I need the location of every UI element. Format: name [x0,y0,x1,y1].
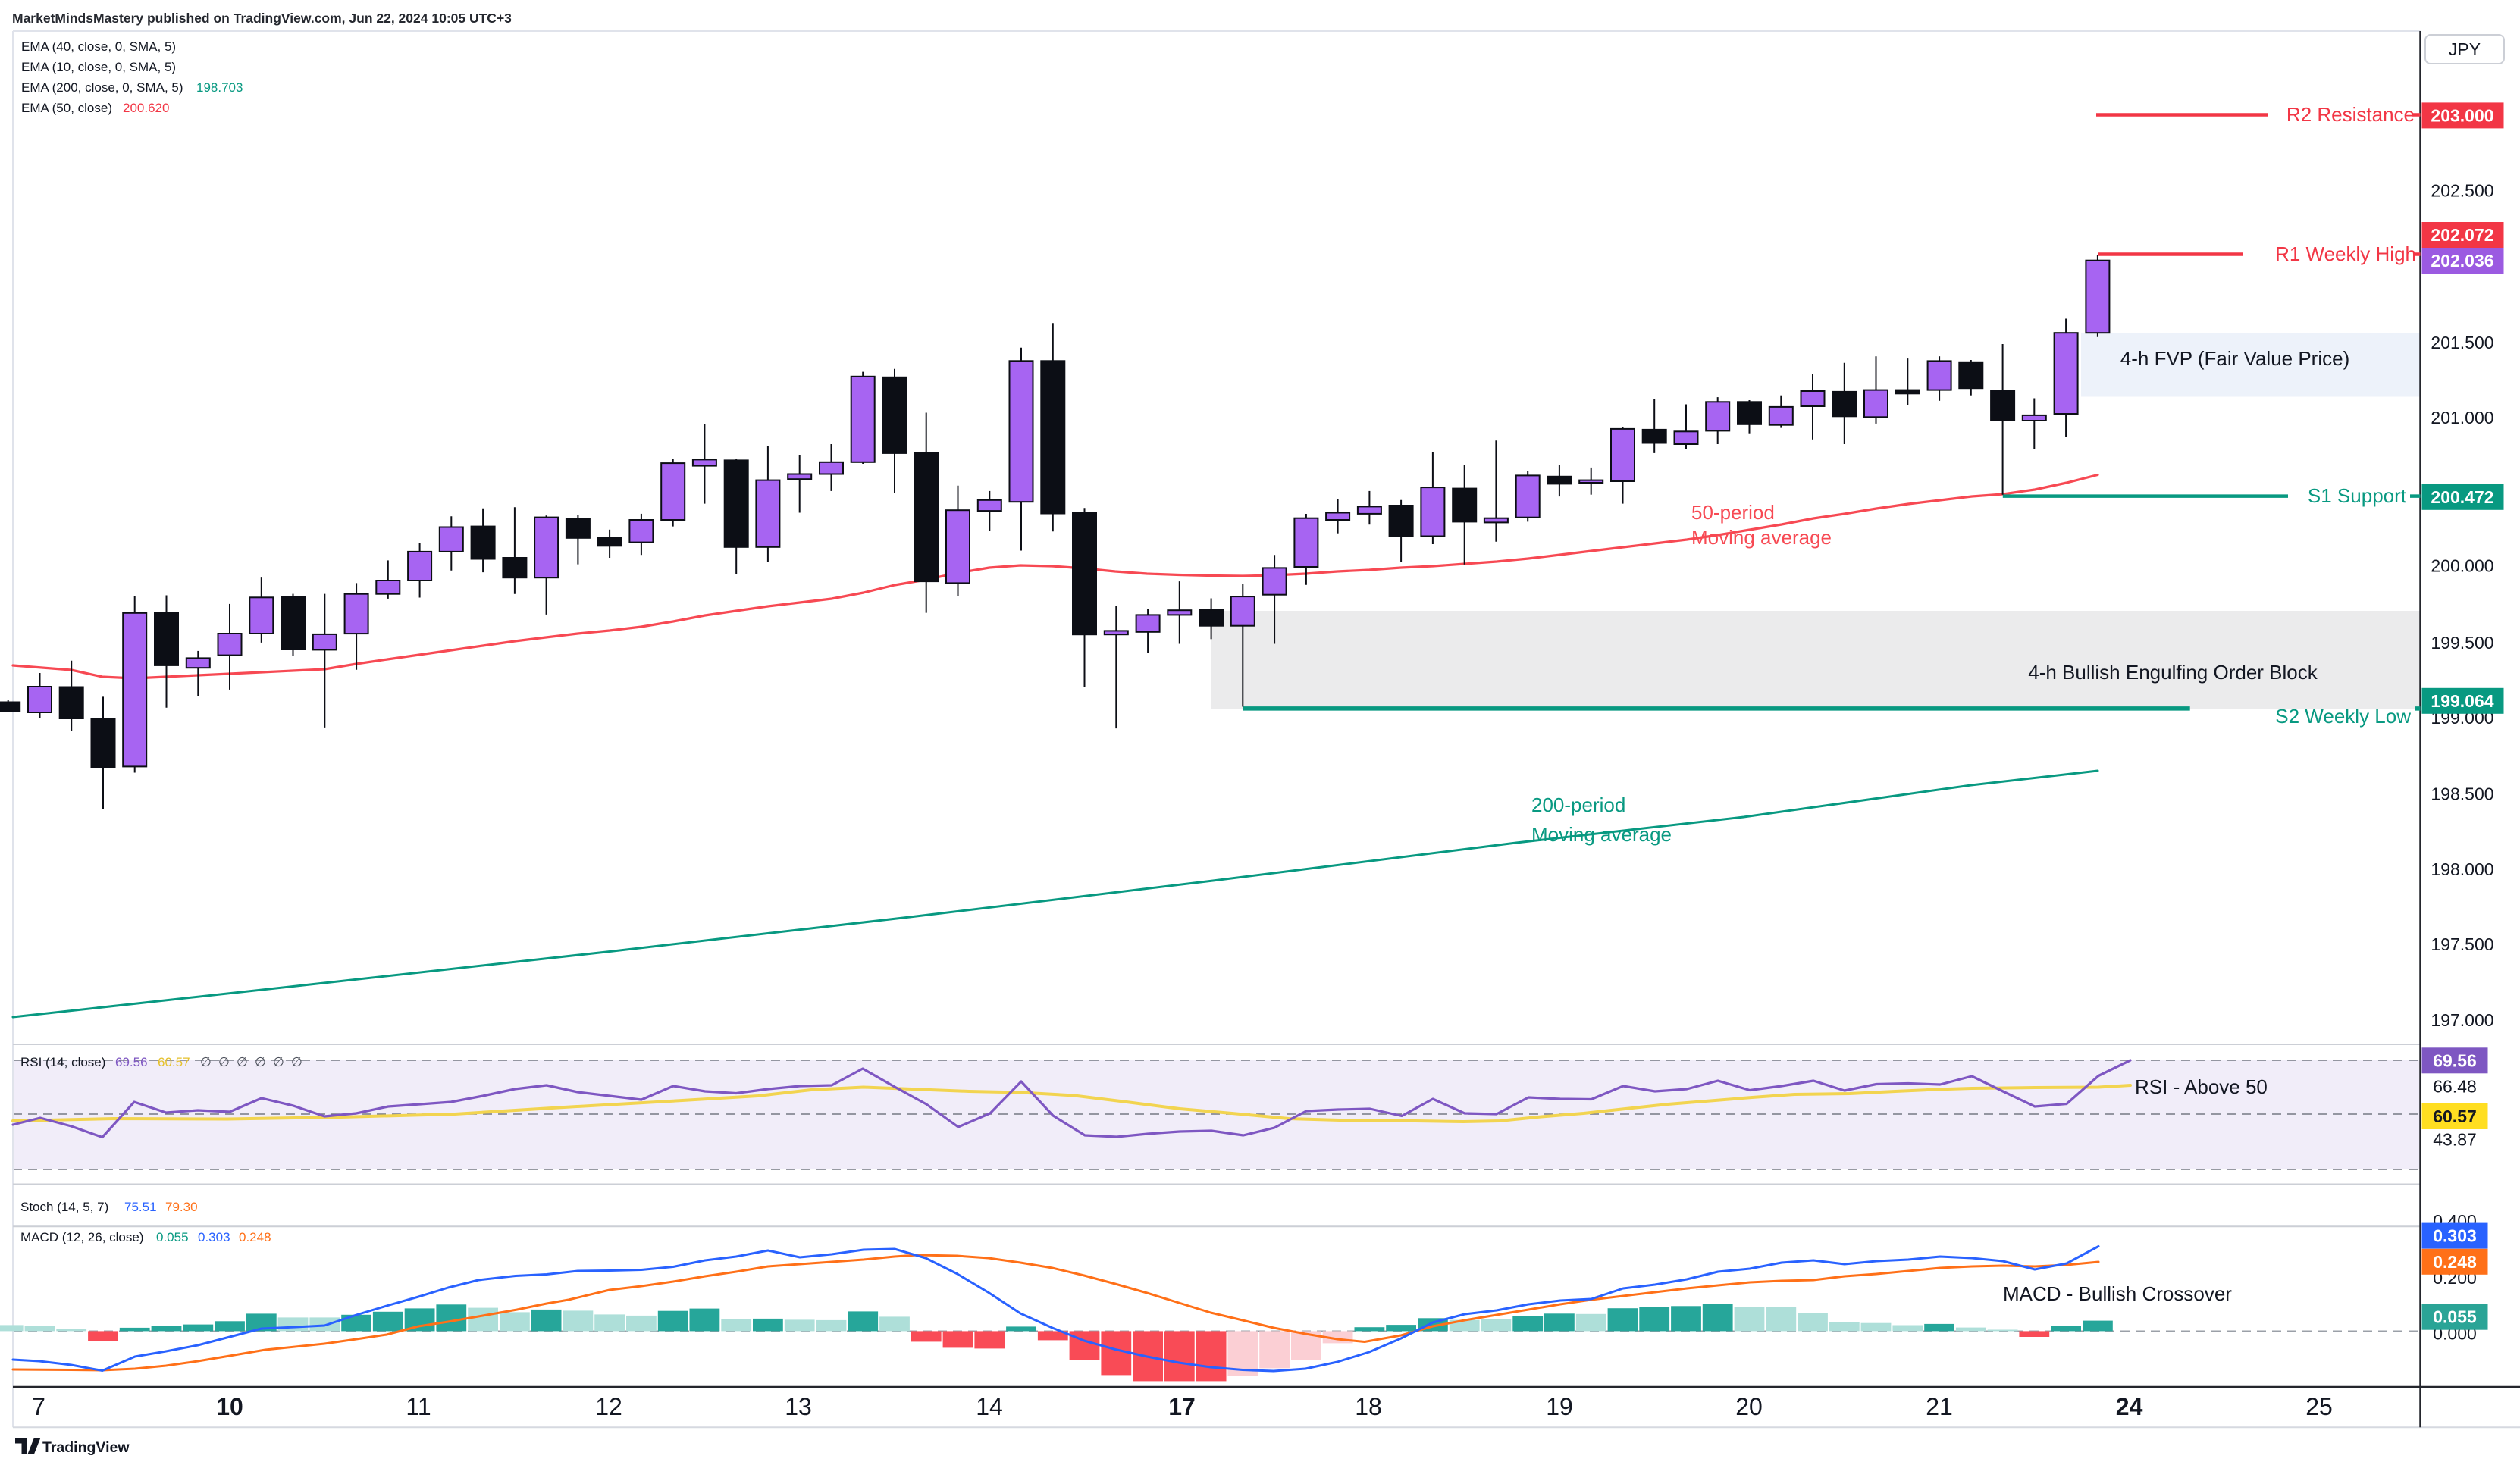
svg-text:202.072: 202.072 [2431,225,2493,245]
svg-text:18: 18 [1355,1393,1382,1420]
svg-text:MarketMindsMastery published o: MarketMindsMastery published on TradingV… [12,11,512,26]
svg-text:197.500: 197.500 [2431,934,2493,954]
svg-text:197.000: 197.000 [2431,1010,2493,1030]
svg-text:13: 13 [785,1393,812,1420]
svg-text:69.56: 69.56 [115,1055,148,1069]
svg-text:EMA (200, close, 0, SMA, 5): EMA (200, close, 0, SMA, 5) [21,80,183,95]
svg-text:JPY: JPY [2449,39,2481,59]
svg-text:MACD (12, 26, close): MACD (12, 26, close) [20,1230,144,1244]
svg-text:200.472: 200.472 [2431,487,2493,507]
svg-text:S1 Support: S1 Support [2308,484,2407,507]
svg-text:MACD - Bullish Crossover: MACD - Bullish Crossover [2003,1282,2232,1305]
svg-text:200.000: 200.000 [2431,556,2493,576]
svg-text:200-period: 200-period [1531,793,1625,816]
svg-text:0.055: 0.055 [156,1230,189,1244]
svg-text:20: 20 [1735,1393,1763,1420]
svg-text:∅: ∅ [218,1055,230,1069]
svg-text:43.87: 43.87 [2433,1129,2477,1149]
svg-text:RSI (14, close): RSI (14, close) [20,1055,105,1069]
svg-text:60.57: 60.57 [2433,1106,2477,1126]
svg-text:R1 Weekly High: R1 Weekly High [2275,243,2416,265]
svg-text:75.51: 75.51 [124,1200,157,1214]
svg-text:∅: ∅ [237,1055,248,1069]
svg-text:14: 14 [976,1393,1003,1420]
svg-text:∅: ∅ [291,1055,302,1069]
svg-text:201.500: 201.500 [2431,333,2493,352]
svg-text:7: 7 [32,1393,45,1420]
svg-text:R2 Resistance: R2 Resistance [2286,103,2415,126]
svg-text:∅: ∅ [255,1055,266,1069]
svg-text:203.000: 203.000 [2431,105,2493,125]
svg-text:198.703: 198.703 [196,80,243,95]
svg-text:24: 24 [2116,1393,2143,1420]
svg-text:RSI - Above 50: RSI - Above 50 [2135,1075,2268,1098]
svg-text:199.500: 199.500 [2431,633,2493,653]
svg-text:50-period: 50-period [1691,501,1775,524]
svg-text:198.000: 198.000 [2431,859,2493,879]
svg-text:EMA (10, close, 0, SMA, 5): EMA (10, close, 0, SMA, 5) [21,60,176,74]
svg-text:200.620: 200.620 [123,101,169,115]
svg-text:198.500: 198.500 [2431,784,2493,804]
svg-text:Moving average: Moving average [1531,823,1672,846]
svg-text:Moving average: Moving average [1691,526,1832,549]
svg-text:66.48: 66.48 [2433,1077,2477,1097]
svg-text:0.303: 0.303 [2433,1226,2477,1246]
svg-text:10: 10 [216,1393,243,1420]
svg-text:25: 25 [2305,1393,2333,1420]
svg-text:EMA (40, close, 0, SMA, 5): EMA (40, close, 0, SMA, 5) [21,39,176,54]
svg-text:TradingView: TradingView [42,1439,130,1456]
svg-text:202.500: 202.500 [2431,180,2493,200]
svg-text:12: 12 [595,1393,622,1420]
svg-text:0.303: 0.303 [198,1230,230,1244]
svg-text:60.57: 60.57 [158,1055,190,1069]
svg-text:Stoch (14, 5, 7): Stoch (14, 5, 7) [20,1200,108,1214]
svg-text:17: 17 [1168,1393,1196,1420]
svg-text:21: 21 [1926,1393,1953,1420]
svg-text:4-h Bullish Engulfing Order Bl: 4-h Bullish Engulfing Order Block [2028,661,2318,684]
svg-text:11: 11 [406,1393,431,1420]
svg-text:∅: ∅ [273,1055,284,1069]
svg-text:0.248: 0.248 [2433,1252,2477,1272]
svg-text:4-h FVP (Fair Value Price): 4-h FVP (Fair Value Price) [2120,347,2349,370]
svg-text:202.036: 202.036 [2431,251,2493,271]
svg-text:∅: ∅ [200,1055,212,1069]
svg-text:0.248: 0.248 [239,1230,271,1244]
svg-text:S2 Weekly Low: S2 Weekly Low [2275,705,2411,728]
svg-text:79.30: 79.30 [165,1200,198,1214]
svg-text:19: 19 [1546,1393,1573,1420]
svg-text:0.055: 0.055 [2433,1307,2477,1327]
svg-text:EMA (50, close): EMA (50, close) [21,101,112,115]
svg-text:199.064: 199.064 [2431,691,2493,711]
svg-text:201.000: 201.000 [2431,408,2493,427]
svg-text:69.56: 69.56 [2433,1050,2477,1070]
